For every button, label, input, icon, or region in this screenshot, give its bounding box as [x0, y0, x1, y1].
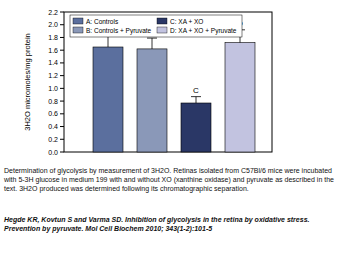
y-tick: [60, 152, 64, 153]
y-tick-label: 0.8: [48, 98, 58, 105]
y-tick-label: 1.0: [48, 85, 58, 92]
legend-entry: D: XA + XO + Pyruvate: [170, 27, 237, 35]
y-tick-label: 1.6: [48, 47, 58, 54]
y-tick-label: 2.2: [48, 9, 58, 16]
y-tick-label: 1.4: [48, 59, 58, 66]
y-axis-label: 3H2O micromoles/mg protein: [23, 33, 32, 131]
plot-frame: [64, 12, 272, 152]
y-tick: [60, 12, 64, 13]
legend-entry: B: Controls + Pyruvate: [86, 27, 152, 35]
bar: [137, 49, 167, 152]
bar: [93, 47, 123, 152]
chart: 0.0 0.2 0.4 0.6 0.8 1.0 1.2 1.4 1.6 1.8 2.0 2.2 3H2O…: [0, 0, 350, 166]
y-tick-label: 1.8: [48, 34, 58, 41]
y-tick-label: 0.2: [48, 136, 58, 143]
y-tick: [60, 75, 64, 76]
y-tick: [60, 37, 64, 38]
caption: Determination of glycolysis by measureme…: [4, 166, 346, 193]
bar: [181, 103, 211, 152]
error-cap: [191, 96, 201, 97]
y-tick: [60, 139, 64, 140]
y-tick: [60, 126, 64, 127]
bars: [103, 30, 245, 110]
y-tick-label: 0.0: [48, 149, 58, 156]
y-tick-label: 0.6: [48, 110, 58, 117]
y-tick-label: 0.4: [48, 123, 58, 130]
bar-letter: C: [193, 86, 199, 95]
y-tick: [60, 24, 64, 25]
legend-entry: A: Controls: [86, 18, 119, 25]
y-tick-label: 2.0: [48, 21, 58, 28]
legend-swatch: [157, 18, 167, 24]
y-tick-label: 1.2: [48, 72, 58, 79]
legend-swatch: [157, 27, 167, 33]
y-tick: [60, 50, 64, 51]
error-cap: [147, 38, 157, 39]
y-tick: [60, 113, 64, 114]
y-tick: [60, 62, 64, 63]
legend-entry: C: XA + XO: [170, 18, 203, 25]
legend-box: [70, 15, 242, 37]
legend-swatch: [73, 27, 83, 33]
citation: Hegde KR, Kovtun S and Varma SD. Inhibit…: [4, 215, 346, 233]
bar: [225, 43, 255, 152]
y-tick: [60, 88, 64, 89]
y-tick: [60, 101, 64, 102]
legend-swatch: [73, 18, 83, 24]
